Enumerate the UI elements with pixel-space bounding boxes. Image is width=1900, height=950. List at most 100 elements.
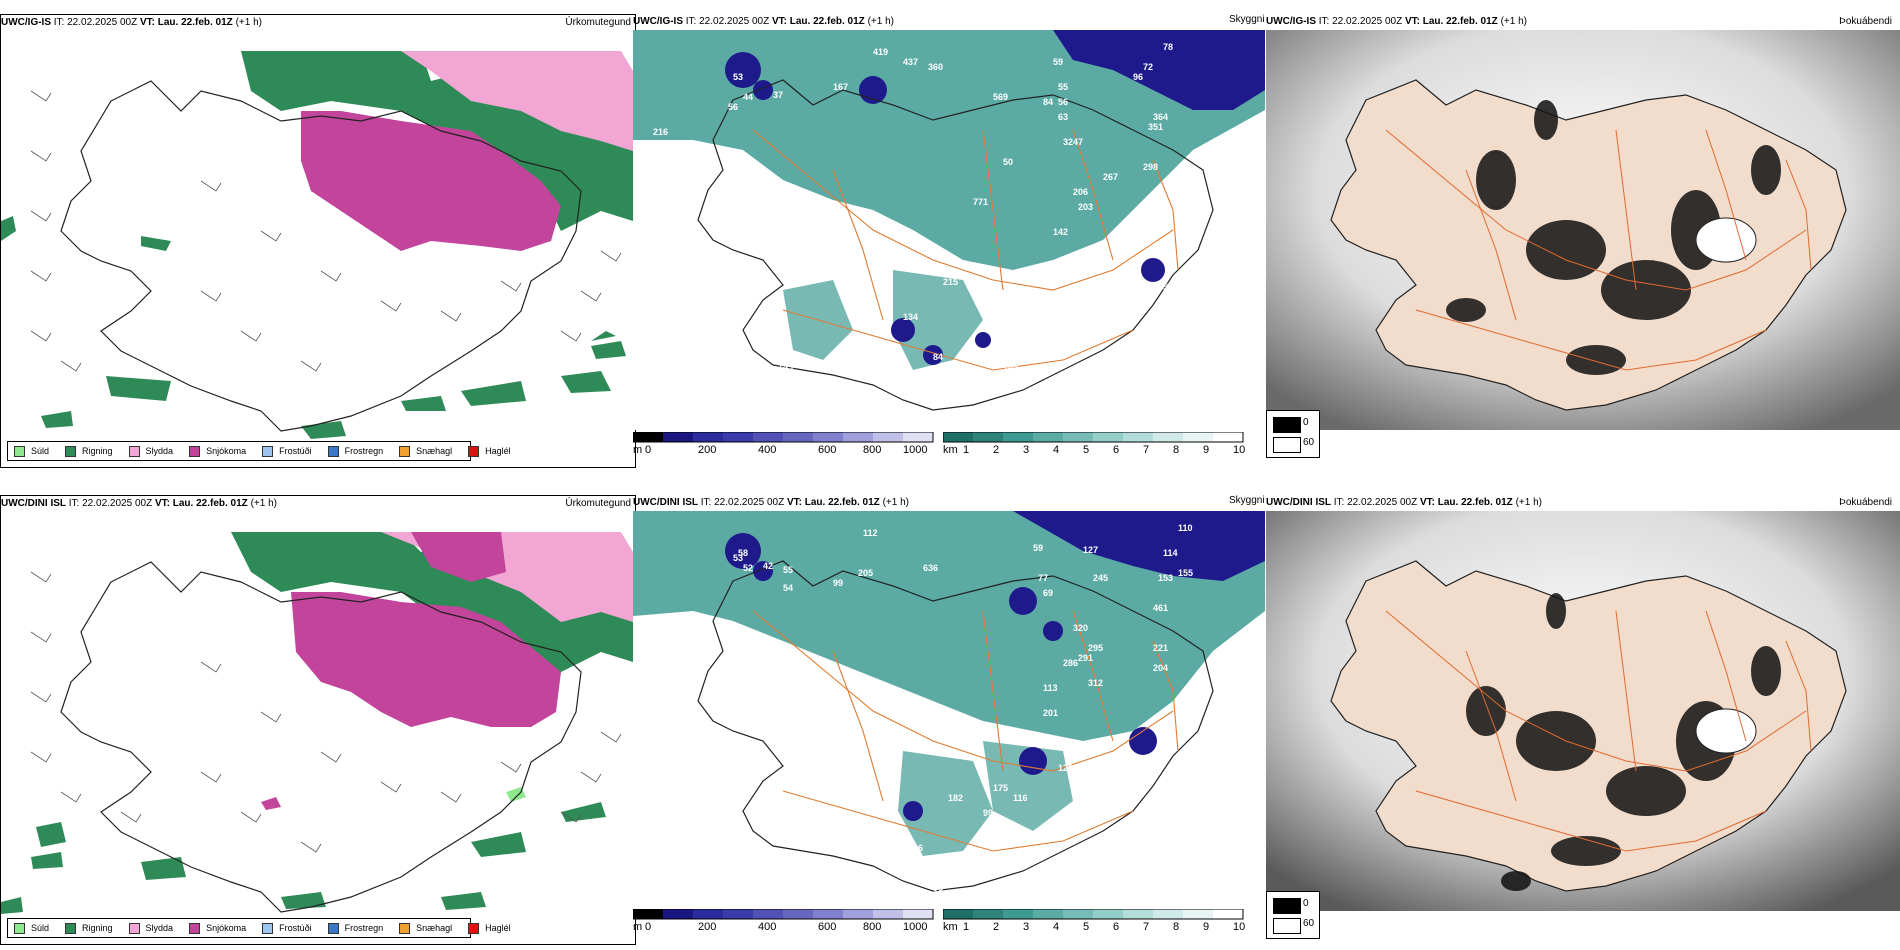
ceiling-value-label: 55 — [783, 565, 793, 575]
ceiling-value-label: 175 — [993, 783, 1008, 793]
model-name: UWC/DINI ISL — [1266, 497, 1331, 508]
fog-tick: 60 — [1303, 918, 1315, 929]
panel-header: UWC/IG-IS IT: 22.02.2025 00Z VT: Lau. 22… — [1266, 14, 1900, 30]
iceland-outline — [60, 561, 582, 913]
swatch-frostudi — [262, 445, 274, 457]
legend-item: Súld — [14, 445, 49, 457]
ceiling-value-label: 437 — [903, 57, 918, 67]
panel-header: UWC/IG-IS IT: 22.02.2025 00Z VT: Lau. 22… — [1, 15, 635, 31]
swatch-frostudi — [262, 922, 274, 934]
it-value: 22.02.2025 00Z — [1332, 16, 1403, 27]
ceiling-value-label: 145 — [778, 362, 793, 372]
ceiling-value-label: 419 — [873, 47, 888, 57]
it-label: IT: — [685, 16, 697, 27]
ceiling-value-label: 112 — [863, 528, 878, 538]
panel-header: UWC/IG-IS IT: 22.02.2025 00Z VT: Lau. 22… — [633, 14, 1265, 30]
scale-tick: 10 — [1233, 444, 1246, 456]
ceiling-colorbar — [633, 432, 934, 443]
swatch-haglel — [468, 445, 480, 457]
roads — [752, 610, 1179, 852]
swatch-slydda — [128, 445, 140, 457]
ceiling-value-label: 206 — [1073, 187, 1088, 197]
ceiling-value-label: 216 — [653, 127, 668, 137]
ceiling-value-label: 55 — [1058, 82, 1068, 92]
lead-time: (+1 h) — [1515, 497, 1542, 508]
vt-value: Lau. 22.feb. 01Z — [172, 498, 248, 509]
fog-map-svg — [1266, 30, 1900, 430]
ceiling-value-label: 59 — [1053, 57, 1063, 67]
ceiling-value-label: 69 — [1043, 588, 1053, 598]
ceiling-value-label: 364 — [1153, 112, 1168, 122]
vt-label: VT: — [786, 497, 802, 508]
fog-panel-row2: UWC/DINI ISL IT: 22.02.2025 00Z VT: Lau.… — [1266, 495, 1900, 943]
ceiling-value-label: 50 — [1003, 157, 1013, 167]
lead-time: (+1 h) — [250, 498, 277, 509]
ceiling-value-label: 215 — [943, 277, 958, 287]
cloud-panel-row2: UWC/DINI ISL IT: 22.02.2025 00Z VT: Lau.… — [633, 495, 1265, 943]
ceiling-value-label: 153 — [1158, 573, 1173, 583]
it-value: 22.02.2025 00Z — [714, 497, 785, 508]
fog-swatch-light — [1273, 918, 1301, 934]
scale-tick: 7 — [1143, 444, 1150, 456]
precip-panel-row1: UWC/IG-IS IT: 22.02.2025 00Z VT: Lau. 22… — [0, 14, 636, 468]
ceiling-value-label: 298 — [1143, 162, 1158, 172]
swatch-snaehagl — [399, 922, 411, 934]
scale-tick: 1000 — [903, 444, 928, 456]
ceiling-scale: m 0 200 400 600 800 1000 — [633, 432, 943, 466]
ceiling-value-label: 35 — [953, 858, 963, 868]
scale-tick: 4 — [1053, 444, 1060, 456]
vt-value: Lau. 22.feb. 01Z — [1437, 497, 1513, 508]
legend-item: Haglél — [468, 445, 511, 457]
panel-title: Þokuábendi — [1839, 16, 1892, 27]
scale-unit: km — [943, 921, 958, 933]
ceiling-value-label: 65 — [1158, 282, 1168, 292]
ceiling-value-label: 320 — [1073, 623, 1088, 633]
swatch-snjokoma — [189, 445, 201, 457]
swatch-frostregn — [327, 445, 339, 457]
ceiling-value-label: 569 — [993, 92, 1008, 102]
ceiling-value-label: 56 — [1058, 97, 1068, 107]
lead-time: (+1 h) — [867, 16, 894, 27]
vt-label: VT: — [154, 498, 170, 509]
swatch-sudl — [14, 922, 25, 934]
ceiling-value-label: 54 — [783, 583, 793, 593]
legend-item: Rigning — [65, 445, 113, 457]
legend-item: Frostúði — [262, 445, 312, 457]
it-value: 22.02.2025 00Z — [1347, 497, 1418, 508]
it-label: IT: — [1333, 497, 1345, 508]
fog-map — [1266, 511, 1900, 911]
it-label: IT: — [68, 498, 80, 509]
ceiling-value-label: 148 — [1053, 307, 1068, 317]
ceiling-value-label: 359 — [1023, 292, 1038, 302]
legend-item: Frostúði — [262, 922, 312, 934]
scale-tick: 9 — [1203, 921, 1210, 933]
fog-tick: 0 — [1303, 417, 1309, 428]
visibility-scale: km 1 2 3 4 5 6 7 8 9 10 — [943, 432, 1263, 466]
scale-tick: 1000 — [903, 921, 928, 933]
ceiling-value-label: 110 — [1178, 523, 1193, 533]
swatch-rigning — [65, 922, 77, 934]
cloud-panel-title-row1: Skyggni — [1229, 14, 1265, 25]
sleet-area-ne — [401, 51, 633, 151]
it-value: 22.02.2025 00Z — [67, 17, 138, 28]
panel-title: Þokuábendi — [1839, 497, 1892, 508]
vt-label: VT: — [1419, 497, 1435, 508]
ceiling-value-label: 99 — [833, 578, 843, 588]
swatch-frostregn — [327, 922, 339, 934]
vt-value: Lau. 22.feb. 01Z — [157, 17, 233, 28]
ceiling-value-label: 78 — [1163, 42, 1173, 52]
ceiling-value-label: 635 — [758, 367, 773, 377]
wind-barbs — [30, 571, 622, 853]
scale-tick: 6 — [1113, 444, 1120, 456]
visibility-colorbar — [943, 432, 1244, 443]
cloud-panel-row1: UWC/IG-IS IT: 22.02.2025 00Z VT: Lau. 22… — [633, 14, 1265, 466]
ceiling-value-label: 96 — [933, 883, 943, 893]
cloud-panel-title-row2: Skyggni — [1229, 495, 1265, 506]
scale-tick: 400 — [758, 444, 777, 456]
ceiling-value-label: 37 — [773, 90, 783, 100]
legend-item: Slydda — [128, 445, 173, 457]
legend-item: Haglél — [468, 922, 511, 934]
swatch-rigning — [65, 445, 77, 457]
